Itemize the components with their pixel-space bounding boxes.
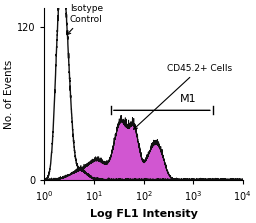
Text: Isotype
Control: Isotype Control (67, 4, 103, 35)
Text: CD45.2+ Cells: CD45.2+ Cells (134, 64, 232, 129)
X-axis label: Log FL1 Intensity: Log FL1 Intensity (90, 209, 197, 219)
Y-axis label: No. of Events: No. of Events (4, 60, 14, 129)
Text: M1: M1 (180, 94, 197, 104)
